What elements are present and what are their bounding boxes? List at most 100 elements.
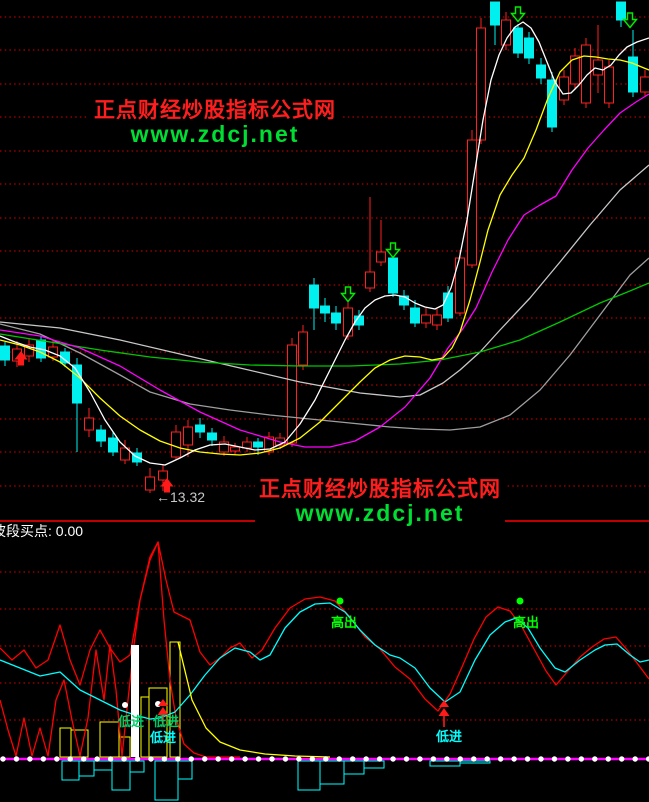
main-gridlines	[0, 16, 649, 487]
cyan-bar	[319, 760, 345, 785]
zero-line-dot	[94, 756, 100, 762]
low-buy-arrow-icon	[157, 707, 169, 715]
watermark-title: 正点财经炒股指标公式网	[94, 99, 336, 122]
candle	[108, 437, 118, 453]
zero-line-dot	[592, 756, 598, 762]
candle	[570, 55, 580, 85]
zero-line-dot	[538, 756, 544, 762]
signal-label: 低进	[118, 714, 145, 729]
zero-line-dot	[444, 756, 450, 762]
zero-line-dot	[0, 756, 6, 762]
candle	[616, 1, 626, 21]
sell-arrow-icon	[340, 286, 356, 303]
candle	[331, 312, 341, 324]
candle	[399, 295, 409, 306]
zero-line-dot	[484, 756, 490, 762]
candle	[60, 351, 70, 364]
cyan-bar	[61, 760, 80, 781]
zero-line-dot	[81, 756, 87, 762]
cyan-bar	[429, 760, 461, 767]
zero-line-dot	[161, 756, 168, 762]
zero-line-dot	[40, 756, 47, 762]
zero-line-dot	[471, 756, 477, 762]
zero-line-dot	[363, 756, 369, 762]
zero-line-dot	[632, 756, 638, 762]
zero-line-dot	[242, 756, 248, 762]
candle	[467, 139, 477, 266]
candle	[388, 257, 398, 294]
low-price-label: ←13.32	[156, 489, 206, 505]
zero-line-dot	[13, 756, 20, 762]
candle	[343, 307, 353, 337]
buy-sell-arrows	[14, 6, 638, 493]
yellow-bar	[169, 641, 181, 758]
signal-label: 低进	[436, 729, 463, 744]
candle	[120, 447, 130, 461]
signal-label: 高出	[331, 615, 358, 630]
zero-line-dot	[255, 756, 262, 762]
cyan-bar	[129, 760, 145, 773]
candle	[309, 284, 319, 309]
zero-line-dot	[565, 756, 571, 762]
zero-line-dot	[54, 756, 60, 762]
indicator-gridlines	[0, 571, 649, 721]
candle	[376, 251, 386, 263]
candle	[365, 271, 375, 289]
cyan-bar	[343, 760, 365, 775]
zero-line-dot	[336, 756, 342, 762]
watermark-url: www.zdcj.net	[130, 121, 300, 148]
zero-line-dot	[121, 756, 127, 762]
white-dot	[122, 702, 128, 708]
green-dot	[516, 597, 524, 605]
candle	[72, 364, 82, 404]
zero-line-dot	[645, 756, 649, 762]
cyan-bar	[154, 760, 179, 801]
yellow-bar	[148, 687, 168, 758]
indicator-panel-label: 波段买点: 0.00	[0, 523, 84, 539]
zero-line-dot	[215, 756, 221, 762]
zero-line-dot	[511, 756, 517, 762]
candle	[253, 441, 263, 448]
indicator-lines	[0, 541, 649, 758]
zero-line-dot	[175, 756, 181, 762]
candle	[207, 432, 217, 441]
zero-line-dot	[107, 756, 114, 762]
zero-line-dot	[417, 756, 423, 762]
candle	[171, 431, 181, 458]
candle	[242, 441, 252, 449]
watermark-title: 正点财经炒股指标公式网	[259, 478, 501, 501]
zero-line-dot	[619, 756, 625, 762]
yellow-bar	[59, 727, 72, 758]
buy-arrow-icon	[160, 478, 174, 493]
candle	[524, 37, 534, 59]
cyan-bar	[363, 760, 385, 769]
cyan-bar	[111, 760, 131, 791]
signal-label: 低进	[150, 730, 177, 745]
candles	[0, 1, 649, 493]
candle	[421, 314, 431, 324]
zero-line-dot	[296, 756, 302, 762]
zero-line-dot	[376, 756, 383, 762]
cyan-bar	[177, 760, 193, 780]
candle	[640, 76, 649, 93]
zero-line	[0, 756, 649, 762]
signal-label: 低进	[153, 714, 180, 729]
zero-line-dot	[430, 756, 437, 762]
green-dot	[336, 597, 344, 605]
zero-line-dot	[188, 756, 194, 762]
candle	[24, 344, 34, 357]
yellow-bar	[70, 729, 89, 758]
zero-line-dot	[524, 756, 531, 762]
candle	[476, 27, 486, 141]
zero-line-dot	[309, 756, 316, 762]
sell-arrow-icon	[622, 12, 638, 29]
zero-line-dot	[67, 756, 73, 762]
watermark: 正点财经炒股指标公式网 www.zdcj.net	[255, 476, 505, 529]
zero-line-dot	[134, 756, 141, 762]
cyan-bar	[78, 760, 95, 777]
zero-line-dot	[27, 756, 33, 762]
candle	[158, 470, 168, 481]
candle	[536, 64, 546, 79]
